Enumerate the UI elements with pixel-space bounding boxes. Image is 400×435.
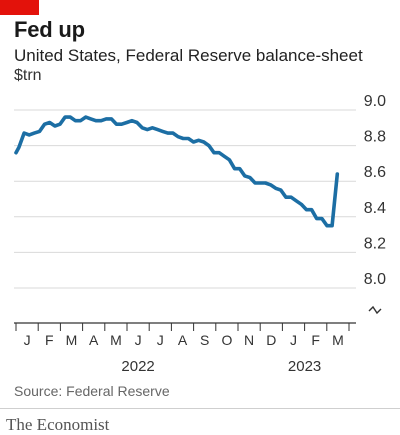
chart-subtitle: United States, Federal Reserve balance-s… bbox=[14, 46, 363, 65]
month-label: D bbox=[266, 332, 276, 348]
month-label: O bbox=[221, 332, 232, 348]
month-label: A bbox=[89, 332, 99, 348]
source-note: Source: Federal Reserve bbox=[14, 383, 170, 399]
month-label: J bbox=[157, 332, 164, 348]
y-tick-label: 9.0 bbox=[364, 93, 386, 110]
month-label: A bbox=[178, 332, 188, 348]
year-label: 2022 bbox=[121, 358, 154, 375]
month-label: M bbox=[332, 332, 344, 348]
month-label: S bbox=[200, 332, 209, 348]
y-tick-label: 8.2 bbox=[364, 235, 386, 252]
month-label: F bbox=[311, 332, 320, 348]
month-label: J bbox=[24, 332, 31, 348]
y-tick-label: 8.8 bbox=[364, 129, 386, 146]
y-tick-label: 8.6 bbox=[364, 164, 386, 181]
footer-divider bbox=[0, 408, 400, 409]
month-label: M bbox=[110, 332, 122, 348]
y-tick-label: 8.4 bbox=[364, 200, 386, 217]
publisher-brand: The Economist bbox=[6, 415, 110, 434]
month-label: J bbox=[290, 332, 297, 348]
month-label: M bbox=[66, 332, 78, 348]
year-label: 2023 bbox=[288, 358, 321, 375]
y-tick-label: 8.0 bbox=[364, 271, 386, 288]
axis-break-icon bbox=[368, 305, 382, 315]
y-axis-unit: $trn bbox=[14, 67, 42, 84]
month-label: N bbox=[244, 332, 254, 348]
month-label: F bbox=[45, 332, 54, 348]
month-label: J bbox=[135, 332, 142, 348]
chart-title: Fed up bbox=[14, 17, 85, 42]
series-line bbox=[14, 115, 340, 228]
brand-red-tag bbox=[0, 0, 39, 15]
